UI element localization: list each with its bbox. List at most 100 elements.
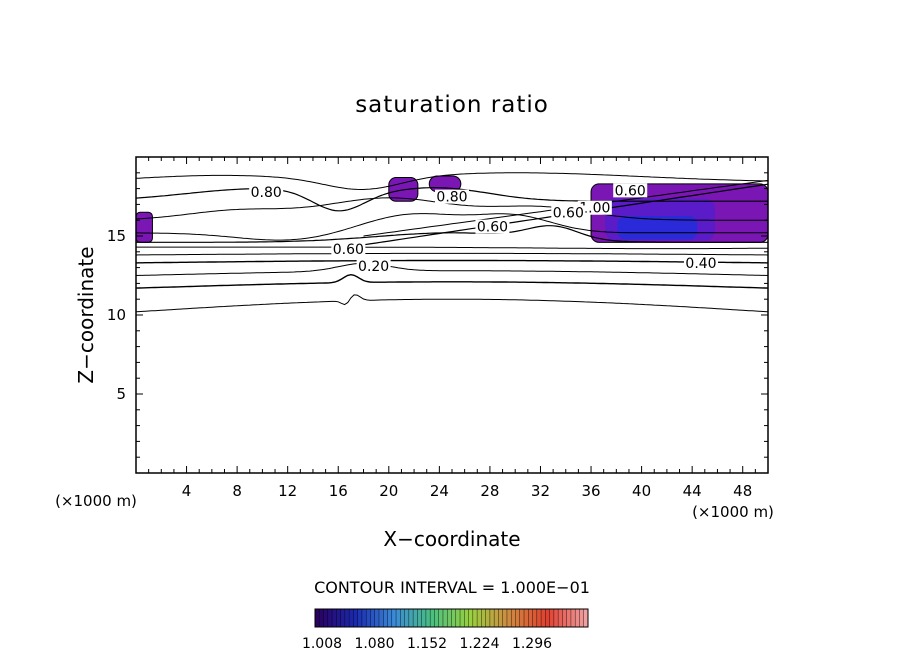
- colorbar-strip: [553, 609, 559, 627]
- colorbar-strip: [506, 609, 512, 627]
- contour-line: [135, 262, 769, 276]
- colorbar-strip: [438, 609, 444, 627]
- colorbar-strip: [464, 609, 470, 627]
- contour-line: [135, 172, 769, 190]
- contour-label: 0.60: [333, 242, 364, 258]
- contour-label: 0.80: [436, 190, 467, 206]
- colorbar-strip: [383, 609, 389, 627]
- colorbar-tick-label: 1.008: [302, 636, 342, 652]
- colorbar-strip: [442, 609, 448, 627]
- colorbar-strip: [391, 609, 397, 627]
- colorbar-strip: [425, 609, 431, 627]
- colorbar-strip: [549, 609, 555, 627]
- contour-label-bg: [551, 205, 586, 220]
- colorbar-strip: [430, 609, 435, 627]
- colorbar-strip: [566, 609, 572, 627]
- contour-labels: 0.80 0.800.600.601.000.600.600.20 0.40: [249, 183, 719, 275]
- contour-label: 0.60: [615, 183, 646, 199]
- colorbar-strip: [502, 609, 508, 627]
- contour-label: 0.60: [477, 220, 508, 236]
- x-tick-label: 24: [430, 482, 449, 500]
- colorbar-strip: [489, 609, 495, 627]
- colorbar-strip: [404, 609, 410, 627]
- colorbar-strip: [468, 609, 474, 627]
- x-tick-label: 20: [379, 482, 398, 500]
- colorbar-strip: [353, 609, 359, 627]
- x-tick-label: 44: [683, 482, 702, 500]
- contour-interval-text: CONTOUR INTERVAL = 1.000E−01: [314, 578, 590, 597]
- colorbar-strip: [370, 609, 376, 627]
- colorbar-strip: [460, 609, 465, 627]
- colorbar-strip: [451, 609, 457, 627]
- contour-line-low: [135, 294, 769, 313]
- contour-label: 0.60: [553, 205, 584, 221]
- colorbar-strip: [519, 609, 525, 627]
- chart-title: saturation ratio: [355, 92, 549, 118]
- colorbar-strip: [378, 609, 384, 627]
- colorbar-strip: [323, 609, 329, 627]
- supersaturated-region: [135, 211, 153, 243]
- colorbar-strip: [447, 609, 452, 627]
- colorbar-strip: [545, 609, 551, 627]
- colorbar-strip: [494, 609, 499, 627]
- colorbar-strip: [319, 609, 325, 627]
- colorbar-tick-label: 1.080: [354, 636, 394, 652]
- colorbar-strip: [417, 609, 423, 627]
- contour-line-0-60: [136, 225, 768, 243]
- colorbar-strip: [511, 609, 516, 627]
- colorbar-strip: [408, 609, 414, 627]
- y-tick-label: 15: [107, 227, 126, 245]
- colorbar-strip: [541, 609, 546, 627]
- colorbar-strip: [434, 609, 440, 627]
- colorbar-strip: [366, 609, 371, 627]
- colorbar-strip: [528, 609, 534, 627]
- contour-line: [135, 197, 768, 221]
- x-tick-label: 12: [278, 482, 297, 500]
- x-tick-label: 8: [232, 482, 242, 500]
- x-tick-label: 48: [733, 482, 752, 500]
- colorbar: [314, 608, 589, 628]
- contour-label: 0.40: [685, 256, 716, 272]
- colorbar-strip: [575, 609, 580, 627]
- colorbar-strip: [357, 609, 363, 627]
- contour-line: [136, 246, 768, 250]
- x-tick-label: 28: [480, 482, 499, 500]
- colorbar-strip: [421, 609, 427, 627]
- x-tick-label: 4: [182, 482, 192, 500]
- colorbar-strip: [344, 609, 350, 627]
- y-tick-label: 5: [116, 385, 126, 403]
- contour-label: 0.80: [251, 185, 282, 201]
- colorbar-strip: [481, 609, 487, 627]
- x-axis-label: X−coordinate: [383, 527, 520, 551]
- y-axis-label: Z−coordinate: [74, 246, 98, 383]
- colorbar-strip: [413, 609, 418, 627]
- colorbar-strip: [558, 609, 563, 627]
- contour-line: [135, 252, 769, 256]
- colorbar-strip: [570, 609, 576, 627]
- colorbar-strip: [400, 609, 406, 627]
- colorbar-strip: [332, 609, 337, 627]
- contour-label-bg: [684, 256, 719, 271]
- contour-line-0-20: [135, 273, 769, 289]
- y-tick-label: 10: [107, 306, 126, 324]
- contour-line: [136, 213, 768, 241]
- colorbar-strip: [536, 609, 542, 627]
- colorbar-strip: [477, 609, 482, 627]
- contour-label-bg: [249, 184, 284, 199]
- colorbar-tick-label: 1.296: [512, 636, 552, 652]
- colorbar-strip: [396, 609, 401, 627]
- contour-label-bg: [475, 219, 510, 234]
- colorbar-strip: [315, 609, 320, 627]
- contour-label-bg: [435, 189, 469, 204]
- colorbar-tick-label: 1.152: [407, 636, 447, 652]
- contour-label: 1.00: [579, 201, 610, 217]
- colorbar-strip: [579, 609, 585, 627]
- colorbar-strip: [498, 609, 504, 627]
- y-axis-ticks: 5 10 15: [107, 172, 768, 458]
- colorbar-strip: [524, 609, 529, 627]
- contour-lines: [135, 172, 769, 313]
- colorbar-strip: [349, 609, 354, 627]
- colorbar-strip: [532, 609, 538, 627]
- x-unit-label: (×1000 m): [692, 503, 774, 521]
